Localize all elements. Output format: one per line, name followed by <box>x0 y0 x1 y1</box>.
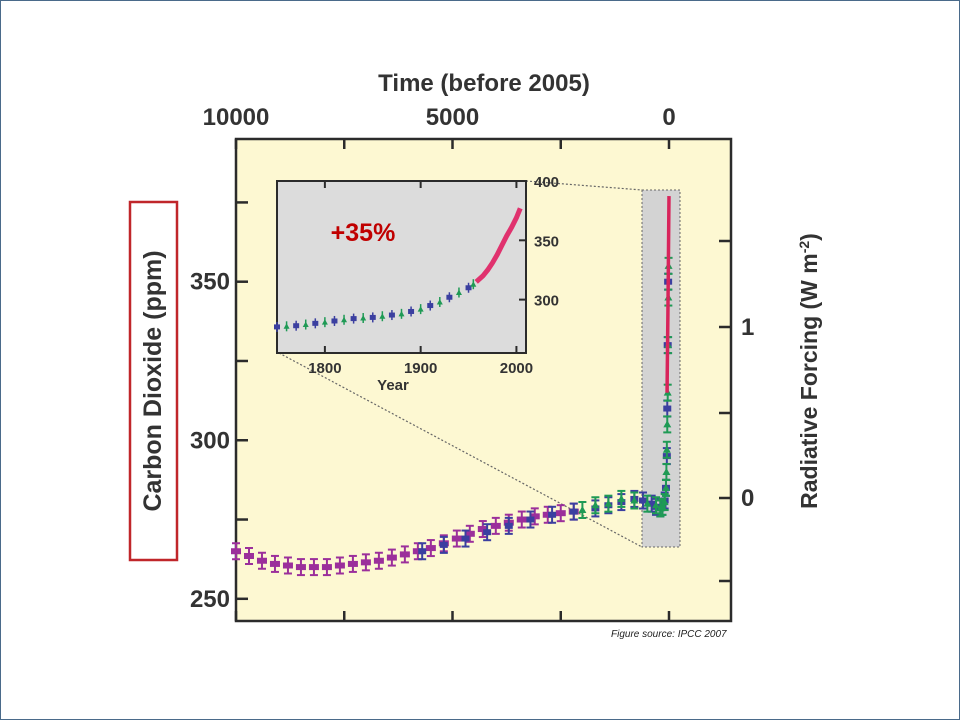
data-point <box>555 504 566 523</box>
left-tick-label-250: 250 <box>190 586 230 613</box>
data-point <box>639 491 648 510</box>
data-point <box>630 491 639 510</box>
increase-annotation: +35% <box>331 219 396 247</box>
inset-data-point <box>379 311 386 322</box>
data-point <box>464 524 475 543</box>
inset-data-point <box>455 287 462 298</box>
data-point <box>295 558 306 577</box>
inset-data-point <box>388 310 395 321</box>
inset-data-point <box>417 304 424 315</box>
data-point <box>526 510 535 529</box>
data-point <box>483 523 492 542</box>
data-point <box>451 529 462 548</box>
data-point <box>490 516 501 535</box>
inset-y-tick-label-400: 400 <box>534 174 559 191</box>
data-point <box>347 554 358 573</box>
inset-background <box>276 180 527 354</box>
inset-data-point <box>331 315 338 326</box>
inset-x-tick-label-1900: 1900 <box>404 360 437 377</box>
inset-axis-title: Year <box>377 377 409 394</box>
zoom-region <box>641 189 681 548</box>
inset-data-point <box>436 296 443 307</box>
inset-data-point <box>398 308 405 319</box>
data-point <box>269 554 280 573</box>
left-axis-title: Carbon Dioxide (ppm) <box>139 250 167 511</box>
inset-data-point <box>427 300 434 311</box>
series-modern-line <box>665 196 671 393</box>
data-point <box>334 556 345 575</box>
inset-data-point <box>312 318 319 329</box>
top-tick-label-0: 0 <box>662 104 675 131</box>
inset-data-point <box>350 313 357 324</box>
inset-data-point <box>360 313 367 324</box>
zoom-connector-bottom <box>278 352 643 548</box>
data-point <box>643 494 652 513</box>
top-tick-label-10000: 10000 <box>203 104 270 131</box>
data-point <box>516 510 527 529</box>
inset-data-point <box>408 306 415 317</box>
top-tick-label-5000: 5000 <box>426 104 479 131</box>
data-point <box>461 529 470 548</box>
inset-data-point <box>470 279 477 290</box>
data-point <box>439 535 448 554</box>
data-point <box>604 494 613 513</box>
data-point <box>548 505 557 524</box>
data-point <box>386 548 397 567</box>
data-point <box>308 558 319 577</box>
data-point <box>569 502 578 521</box>
data-point <box>529 507 540 526</box>
data-point <box>321 558 332 577</box>
inset-data-point <box>341 314 348 325</box>
left-tick-label-350: 350 <box>190 269 230 296</box>
data-point <box>425 539 436 558</box>
left-tick-label-300: 300 <box>190 427 230 454</box>
data-point <box>662 440 671 459</box>
inset-y-tick-label-350: 350 <box>534 233 559 250</box>
inset-data-point <box>293 320 300 331</box>
data-point <box>418 542 427 561</box>
data-point <box>578 501 587 520</box>
ylabel-highlight-box <box>128 200 179 562</box>
inset-data-point <box>283 321 290 332</box>
right-tick-label-1: 1 <box>741 314 754 341</box>
data-point <box>282 556 293 575</box>
inset-x-tick-label-1800: 1800 <box>308 360 341 377</box>
data-point <box>663 415 672 434</box>
inset-x-tick-label-2000: 2000 <box>500 360 533 377</box>
inset-data-point <box>446 292 453 303</box>
data-point <box>360 553 371 572</box>
data-point <box>373 551 384 570</box>
figure-source: Figure source: IPCC 2007 <box>611 629 727 640</box>
inset-data-point <box>274 321 280 332</box>
inset-data-point <box>465 282 472 293</box>
data-point <box>652 496 661 515</box>
data-point <box>399 545 410 564</box>
data-point <box>617 489 626 508</box>
data-point <box>256 551 267 570</box>
data-point <box>591 496 600 515</box>
inset-series-modern-line <box>474 207 523 284</box>
data-point <box>477 520 488 539</box>
inset-data-point <box>302 319 309 330</box>
data-point <box>662 462 671 481</box>
zoom-connector-top <box>525 180 643 191</box>
data-point <box>504 516 513 535</box>
inset-y-tick-label-300: 300 <box>534 293 559 310</box>
data-point <box>231 542 241 561</box>
data-point <box>243 546 254 565</box>
top-axis-title: Time (before 2005) <box>378 70 590 97</box>
inset-data-point <box>321 317 328 328</box>
inset-data-point <box>369 312 376 323</box>
right-axis-title: Radiative Forcing (W m-2) <box>796 233 822 509</box>
right-tick-label-0: 0 <box>741 485 754 512</box>
